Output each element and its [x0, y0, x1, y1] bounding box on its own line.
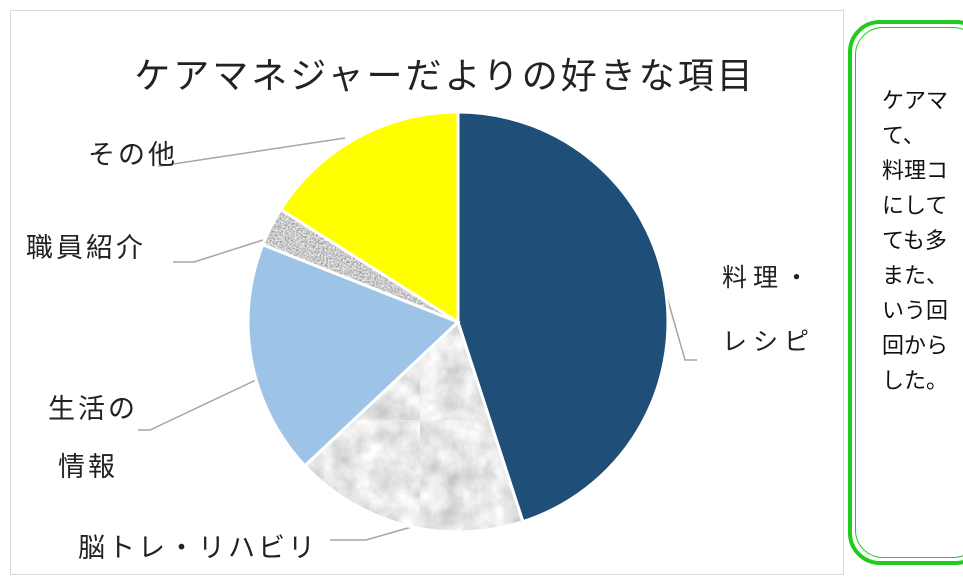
- pie-slices: [246, 110, 670, 534]
- slice-other: [278, 110, 460, 325]
- slice-label-staff: 職員紹介: [26, 233, 146, 264]
- chart-title: ケアマネジャーだよりの好きな項目: [134, 56, 755, 97]
- slice-label-life-info-line1: 生活の: [48, 394, 138, 425]
- slice-label-other: その他: [88, 140, 178, 171]
- slice-brain-training: [302, 319, 525, 534]
- slice-label-life-info: 生活の 情報: [48, 394, 138, 483]
- leader-line-staff: [173, 239, 264, 263]
- leader-line-cooking: [664, 289, 697, 361]
- leader-line-brain-training: [330, 525, 416, 541]
- slice-label-cooking-line1: 料理・: [722, 263, 815, 292]
- slice-label-life-info-line2: 情報: [58, 452, 118, 483]
- slice-cooking: [456, 110, 670, 524]
- leader-line-other: [158, 137, 346, 167]
- callout-text: ケアマ て、 料理コ にして ても多 また、 いう回 回から した。: [882, 89, 949, 394]
- slice-label-brain-training: 脳トレ・リハビリ: [78, 533, 318, 564]
- leader-line-life-info: [138, 379, 257, 431]
- callout-inner-border: [855, 27, 963, 558]
- slice-life-info: [246, 242, 461, 468]
- comment-callout-box: ケアマ て、 料理コ にして ても多 また、 いう回 回から した。: [848, 20, 963, 565]
- slice-label-cooking: 料理・ レシピ: [722, 263, 815, 356]
- slice-label-cooking-line2: レシピ: [722, 327, 815, 356]
- leader-lines: [138, 137, 697, 541]
